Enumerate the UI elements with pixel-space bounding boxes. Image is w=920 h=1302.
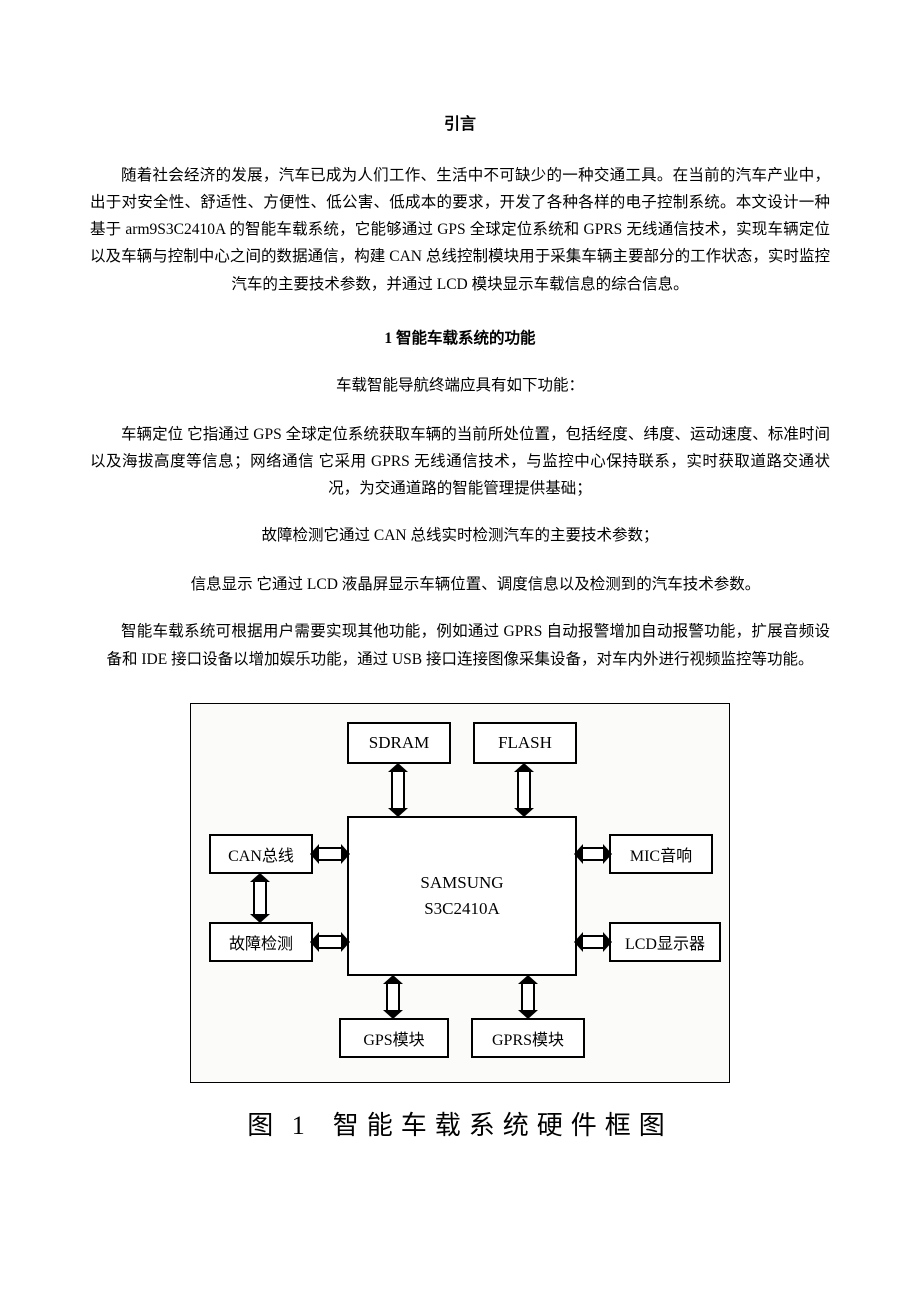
node-flash: FLASH — [473, 722, 577, 764]
page-title: 引言 — [90, 110, 830, 134]
figure-number: 图 1 — [247, 1111, 311, 1140]
section-1-p1: 车辆定位 它指通过 GPS 全球定位系统获取车辆的当前所处位置，包括经度、纬度、… — [90, 421, 830, 502]
node-can: CAN总线 — [209, 834, 313, 874]
arrow-v-2 — [386, 984, 400, 1010]
arrow-v-3 — [521, 984, 535, 1010]
section-1-p4: 智能车载系统可根据用户需要实现其他功能，例如通过 GPRS 自动报警增加自动报警… — [90, 618, 830, 672]
node-cpu: SAMSUNGS3C2410A — [347, 816, 577, 976]
node-gprs: GPRS模块 — [471, 1018, 585, 1058]
node-lcd: LCD显示器 — [609, 922, 721, 962]
arrow-v-4 — [253, 882, 267, 914]
arrow-v-1 — [517, 772, 531, 808]
arrow-h-3 — [583, 935, 603, 949]
node-fault: 故障检测 — [209, 922, 313, 962]
block-diagram: SDRAM FLASH CAN总线故障检测 MIC音响 LCD显示器 SAMSUNGS3C… — [190, 703, 730, 1083]
node-mic: MIC音响 — [609, 834, 713, 874]
node-gps: GPS模块 — [339, 1018, 449, 1058]
arrow-h-1 — [319, 935, 341, 949]
arrow-v-0 — [391, 772, 405, 808]
section-1-title: 1 智能车载系统的功能 — [90, 326, 830, 348]
section-1-intro: 车载智能导航终端应具有如下功能： — [90, 372, 830, 399]
figure-caption: 图 1 智能车载系统硬件框图 — [247, 1105, 673, 1142]
figure-caption-text: 智能车载系统硬件框图 — [333, 1111, 673, 1140]
section-1-p3: 信息显示 它通过 LCD 液晶屏显示车辆位置、调度信息以及检测到的汽车技术参数。 — [90, 571, 830, 598]
figure-1: SDRAM FLASH CAN总线故障检测 MIC音响 LCD显示器 SAMSUNGS3C… — [180, 703, 740, 1142]
arrow-h-2 — [583, 847, 603, 861]
arrow-h-0 — [319, 847, 341, 861]
intro-paragraph: 随着社会经济的发展，汽车已成为人们工作、生活中不可缺少的一种交通工具。在当前的汽… — [90, 162, 830, 298]
section-1-p2: 故障检测它通过 CAN 总线实时检测汽车的主要技术参数； — [90, 522, 830, 549]
node-sdram: SDRAM — [347, 722, 451, 764]
